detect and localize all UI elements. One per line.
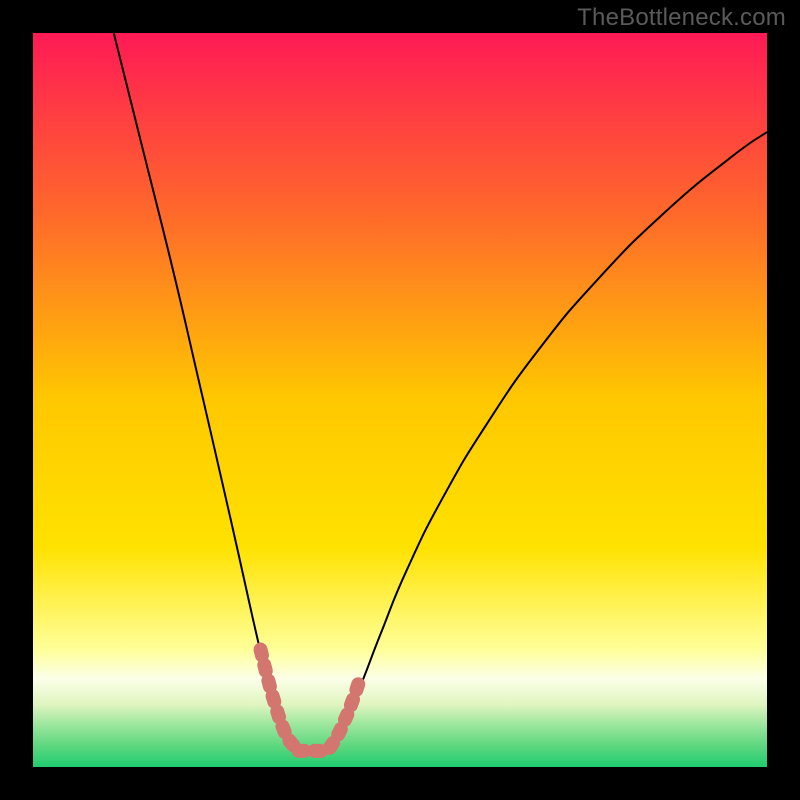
chart-background	[33, 33, 767, 767]
bottleneck-chart	[33, 33, 767, 767]
chart-svg	[33, 33, 767, 767]
watermark: TheBottleneck.com	[577, 4, 786, 32]
